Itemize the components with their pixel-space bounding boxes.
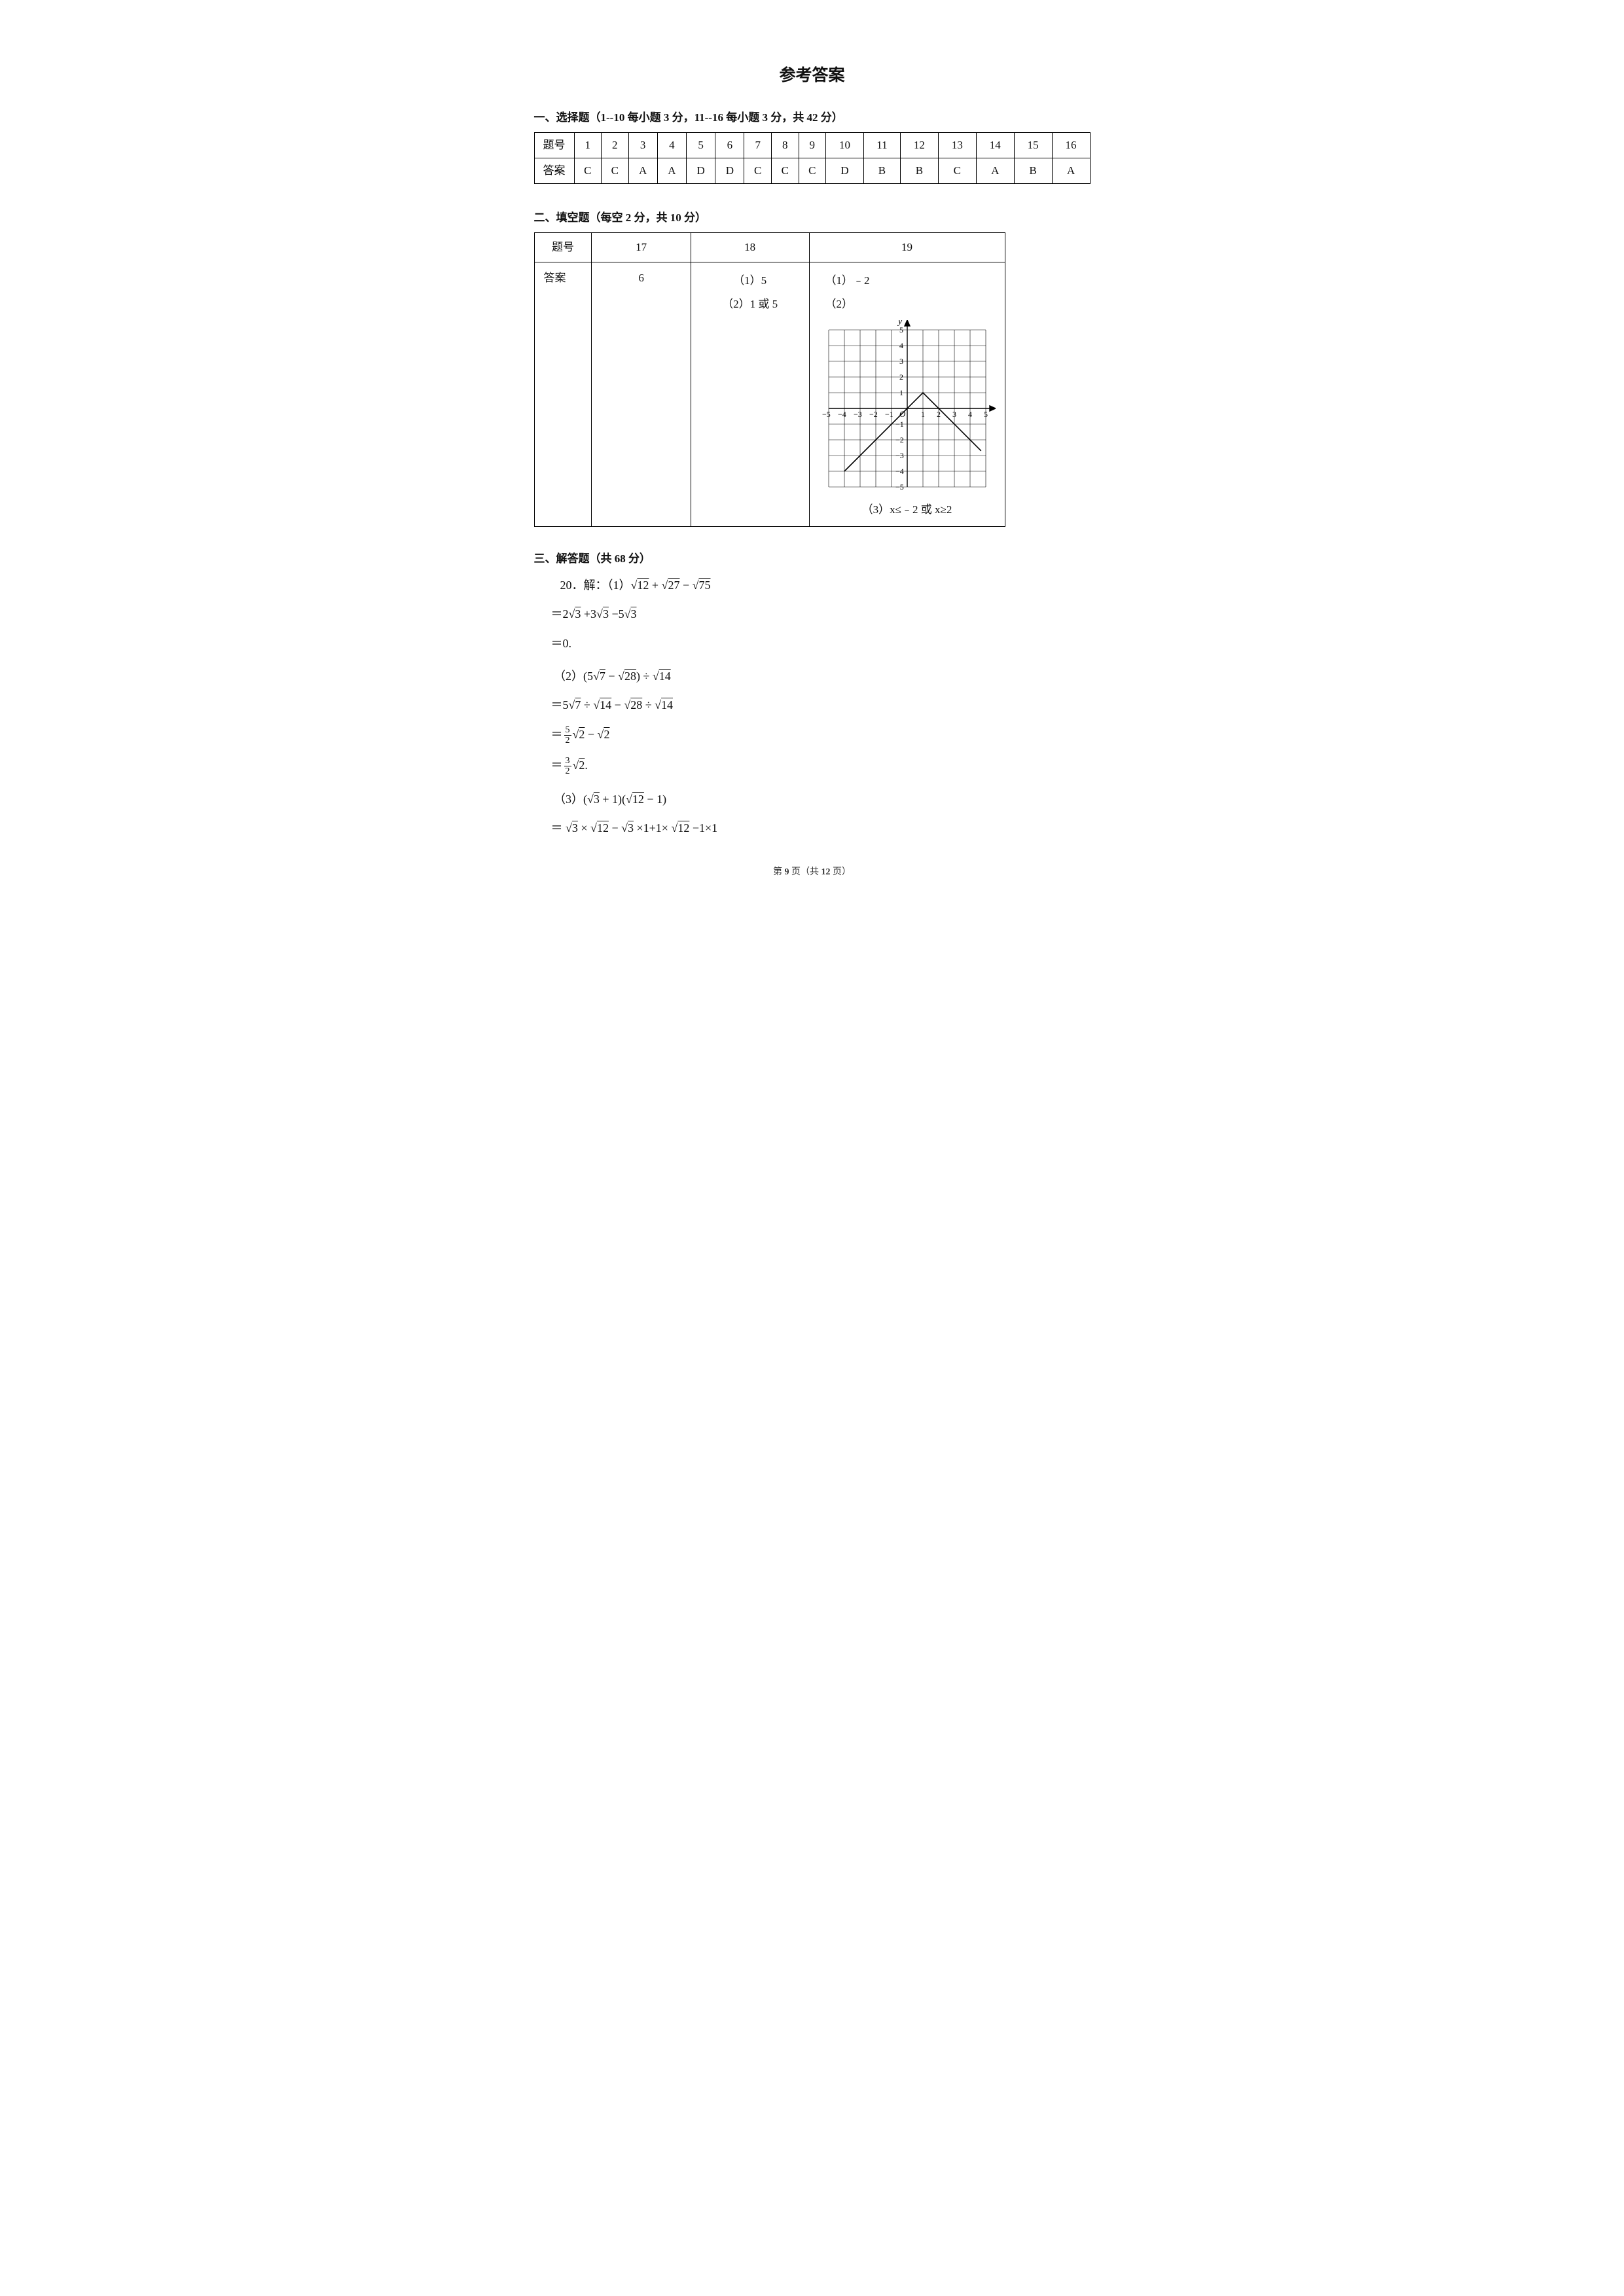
svg-text:−4: −4 <box>838 410 846 419</box>
svg-text:−3: −3 <box>895 451 904 460</box>
q20-1-line1: 20．解：（1）12 + 27 − 75 <box>560 576 1091 596</box>
q20-3-line2: ＝ 3 × 12 − 3 ×1+1× 12 −1×1 <box>551 819 1091 838</box>
row-label: 题号 <box>534 233 592 262</box>
table-row: 题号 17 18 19 <box>534 233 1005 262</box>
q19-answer: （1）﹣2 （2） −5−4−3−2−112345−5−4−3−2−112345… <box>809 262 1005 526</box>
svg-text:5: 5 <box>899 325 903 334</box>
section1-table: 题号 12345678910111213141516 答案 CCAADDCCCD… <box>534 132 1091 184</box>
table-row: 题号 12345678910111213141516 <box>534 133 1090 158</box>
q20-2-line1: （2）(57 − 28) ÷ 14 <box>551 667 1091 687</box>
q20-3-line1: （3）(3 + 1)(12 − 1) <box>551 790 1091 810</box>
section2-table: 题号 17 18 19 答案 6 （1）5 （2）1 或 5 （1）﹣2 （2）… <box>534 232 1005 526</box>
q20-2-line3: ＝522 − 2 <box>551 725 1091 746</box>
q19-graph: −5−4−3−2−112345−5−4−3−2−112345 y x O <box>819 320 996 497</box>
row-label: 答案 <box>534 262 592 526</box>
page-footer: 第 9 页（共 12 页） <box>534 865 1091 880</box>
q20-2-line4: ＝322. <box>551 756 1091 777</box>
row-label: 答案 <box>534 158 574 184</box>
svg-text:y: y <box>897 320 903 327</box>
svg-text:3: 3 <box>899 357 903 366</box>
svg-text:−5: −5 <box>822 410 831 419</box>
svg-text:1: 1 <box>899 388 903 397</box>
section2-heading: 二、填空题（每空 2 分，共 10 分） <box>534 209 1091 227</box>
q20-1-line2: ＝23 +33 −53 <box>551 605 1091 624</box>
svg-text:−2: −2 <box>895 435 904 444</box>
svg-text:−4: −4 <box>895 467 904 476</box>
q17-answer: 6 <box>592 262 691 526</box>
q18-answer: （1）5 （2）1 或 5 <box>691 262 809 526</box>
section3-heading: 三、解答题（共 68 分） <box>534 550 1091 568</box>
svg-text:3: 3 <box>952 410 956 419</box>
svg-text:2: 2 <box>937 410 941 419</box>
page-title: 参考答案 <box>534 62 1091 89</box>
svg-text:−1: −1 <box>885 410 893 419</box>
svg-text:−1: −1 <box>895 420 904 429</box>
q20-2-line2: ＝57 ÷ 14 − 28 ÷ 14 <box>551 696 1091 715</box>
q20-1-line3: ＝0. <box>551 634 1091 654</box>
svg-text:2: 2 <box>899 372 903 382</box>
svg-text:−3: −3 <box>854 410 862 419</box>
svg-text:−5: −5 <box>895 482 904 492</box>
svg-text:4: 4 <box>899 341 903 350</box>
table-row: 答案 CCAADDCCCDBBCABA <box>534 158 1090 184</box>
table-row: 答案 6 （1）5 （2）1 或 5 （1）﹣2 （2） −5−4−3−2−11… <box>534 262 1005 526</box>
svg-text:5: 5 <box>984 410 988 419</box>
section1-heading: 一、选择题（1--10 每小题 3 分，11--16 每小题 3 分，共 42 … <box>534 109 1091 127</box>
row-label: 题号 <box>534 133 574 158</box>
svg-text:−2: −2 <box>869 410 878 419</box>
svg-text:4: 4 <box>968 410 972 419</box>
svg-text:1: 1 <box>921 410 925 419</box>
svg-text:O: O <box>899 409 906 419</box>
